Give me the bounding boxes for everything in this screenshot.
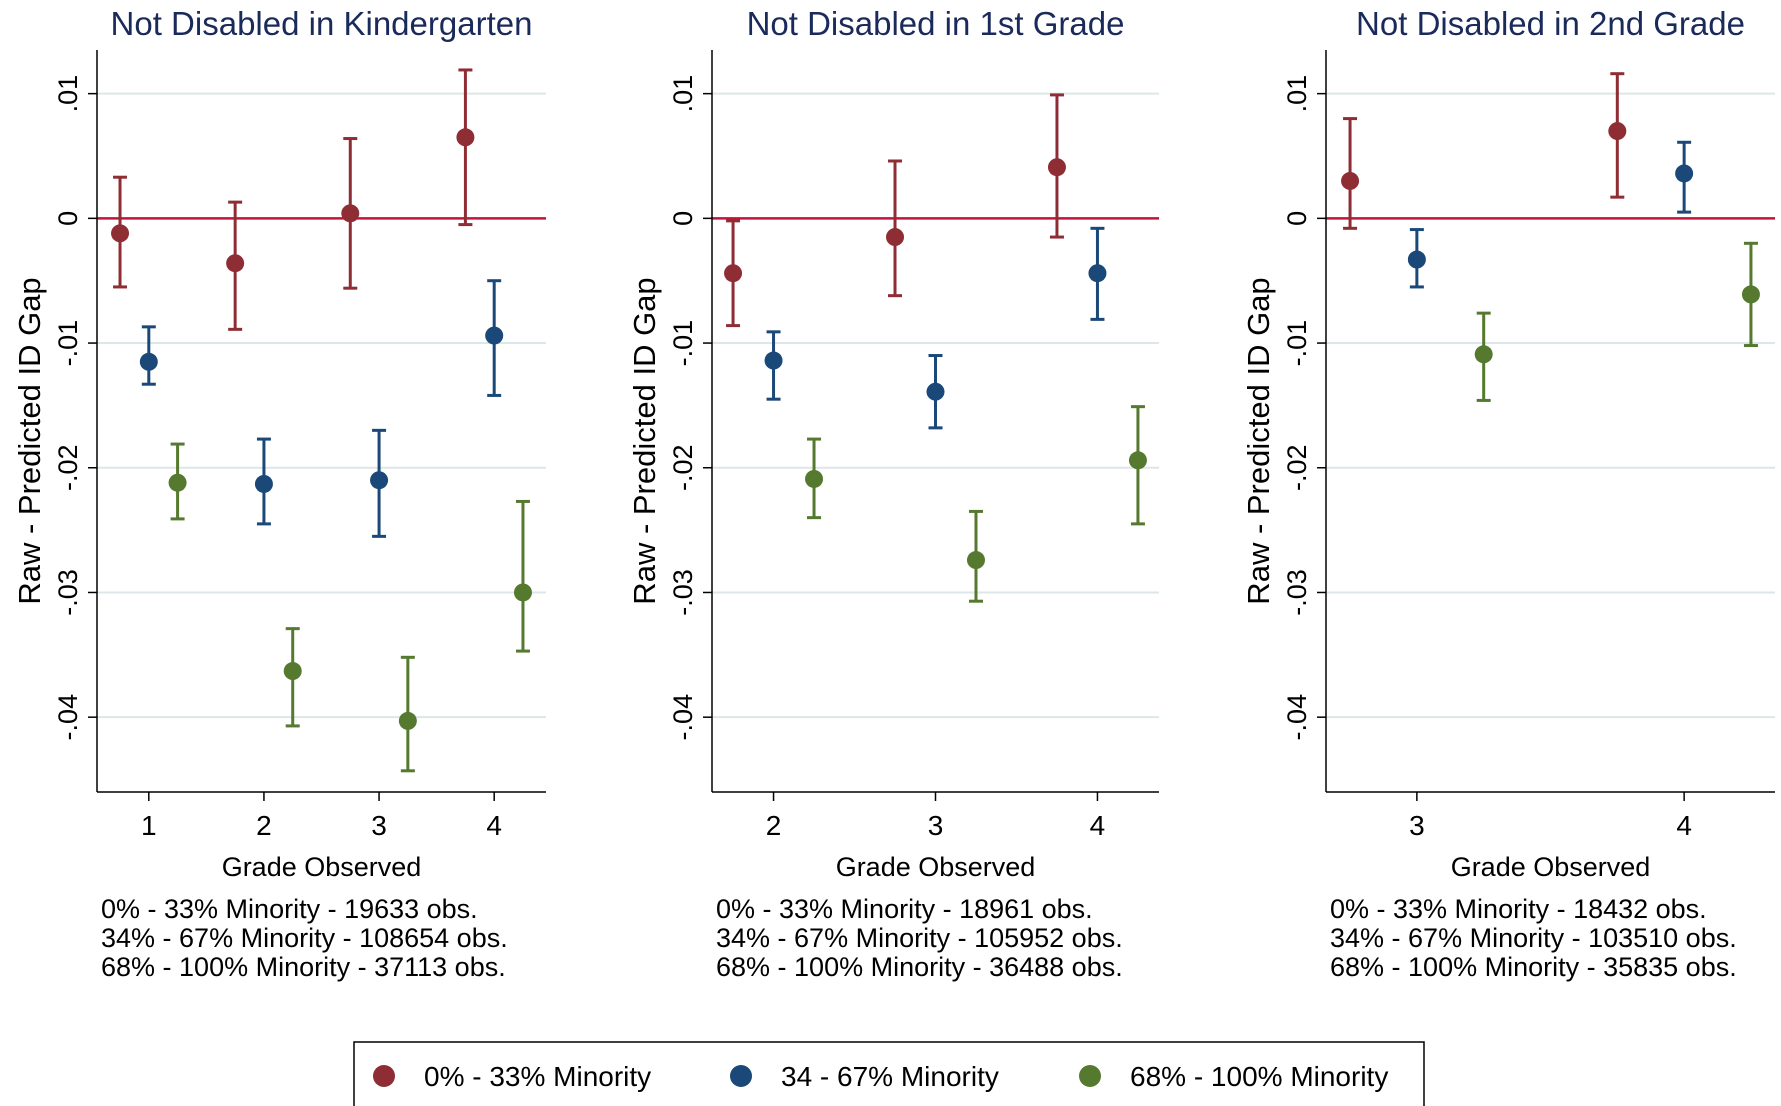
data-point (1741, 285, 1760, 304)
data-point (1474, 345, 1493, 364)
data-point (1088, 264, 1107, 283)
data-point (1047, 158, 1066, 177)
x-axis-label: Grade Observed (836, 852, 1036, 882)
y-tick-label: -.02 (1282, 444, 1312, 491)
x-tick-label: 3 (371, 810, 387, 841)
legend-marker (730, 1065, 752, 1087)
legend-marker (1079, 1065, 1101, 1087)
data-point (341, 204, 360, 223)
obs-note: 0% - 33% Minority - 19633 obs. (101, 894, 478, 924)
y-tick-label: .01 (668, 75, 698, 113)
x-tick-label: 4 (1090, 810, 1106, 841)
x-tick-label: 3 (1409, 810, 1425, 841)
obs-note: 34% - 67% Minority - 103510 obs. (1330, 923, 1737, 953)
y-tick-label: 0 (53, 211, 83, 226)
legend-box (353, 1041, 1425, 1106)
x-tick-label: 1 (141, 810, 157, 841)
panel-1: .01 0 -.01 -.02 -.03 -.04 1 2 3 4 Not Disabled in … (12, 5, 546, 982)
obs-note: 68% - 100% Minority - 35835 obs. (1330, 952, 1737, 982)
data-point (764, 351, 783, 370)
y-tick-label: -.03 (1282, 569, 1312, 616)
data-point (485, 326, 504, 345)
data-point (226, 254, 245, 273)
data-point (1128, 451, 1147, 470)
x-tick-label: 2 (256, 810, 272, 841)
panel-title: Not Disabled in Kindergarten (111, 5, 533, 42)
x-tick-label: 2 (766, 810, 782, 841)
panel-title: Not Disabled in 1st Grade (747, 5, 1125, 42)
y-tick-label: -.04 (668, 694, 698, 741)
data-point (926, 382, 945, 401)
data-point (254, 474, 273, 493)
panel-3: .01 0 -.01 -.02 -.03 -.04 3 4 Not Disabled in 2n… (1241, 5, 1775, 982)
data-point (370, 471, 389, 490)
legend-label: 34 - 67% Minority (781, 1061, 999, 1092)
data-point (1341, 171, 1360, 190)
x-tick-label: 4 (1676, 810, 1692, 841)
y-axis-label: Raw - Predicted ID Gap (627, 277, 662, 604)
data-point (724, 264, 743, 283)
x-tick-label: 4 (486, 810, 502, 841)
obs-note: 0% - 33% Minority - 18432 obs. (1330, 894, 1707, 924)
legend: 0% - 33% Minority 34 - 67% Minority 68% - … (353, 1041, 1425, 1106)
obs-note: 34% - 67% Minority - 108654 obs. (101, 923, 508, 953)
y-tick-label: -.01 (668, 320, 698, 367)
y-tick-label: 0 (668, 211, 698, 226)
data-point (139, 352, 158, 371)
y-axis-label: Raw - Predicted ID Gap (1241, 277, 1276, 604)
legend-label: 68% - 100% Minority (1130, 1061, 1388, 1092)
y-tick-label: -.01 (1282, 320, 1312, 367)
obs-note: 34% - 67% Minority - 105952 obs. (716, 923, 1123, 953)
y-tick-label: -.04 (53, 694, 83, 741)
data-point (886, 228, 905, 247)
x-axis-label: Grade Observed (1451, 852, 1651, 882)
data-point (805, 469, 824, 488)
legend-label: 0% - 33% Minority (424, 1061, 651, 1092)
panel-2: .01 0 -.01 -.02 -.03 -.04 2 3 4 Not Disabled in 1… (627, 5, 1159, 982)
data-point (513, 583, 532, 602)
panel-title: Not Disabled in 2nd Grade (1356, 5, 1745, 42)
y-tick-label: .01 (1282, 75, 1312, 113)
obs-note: 68% - 100% Minority - 36488 obs. (716, 952, 1123, 982)
data-point (398, 711, 417, 730)
y-tick-label: .01 (53, 75, 83, 113)
data-point (1407, 250, 1426, 269)
y-tick-label: -.04 (1282, 694, 1312, 741)
y-tick-label: 0 (1282, 211, 1312, 226)
y-tick-label: -.01 (53, 320, 83, 367)
x-tick-label: 3 (928, 810, 944, 841)
y-axis-label: Raw - Predicted ID Gap (12, 277, 47, 604)
data-point (1608, 122, 1627, 141)
y-tick-label: -.02 (53, 444, 83, 491)
obs-note: 68% - 100% Minority - 37113 obs. (101, 952, 506, 982)
data-point (456, 128, 475, 147)
y-tick-label: -.02 (668, 444, 698, 491)
data-point (283, 662, 302, 681)
legend-marker (373, 1065, 395, 1087)
obs-note: 0% - 33% Minority - 18961 obs. (716, 894, 1093, 924)
data-point (168, 473, 187, 492)
y-tick-label: -.03 (53, 569, 83, 616)
x-axis-label: Grade Observed (222, 852, 422, 882)
data-point (111, 224, 130, 243)
data-point (1675, 164, 1694, 183)
y-tick-label: -.03 (668, 569, 698, 616)
data-point (966, 551, 985, 570)
